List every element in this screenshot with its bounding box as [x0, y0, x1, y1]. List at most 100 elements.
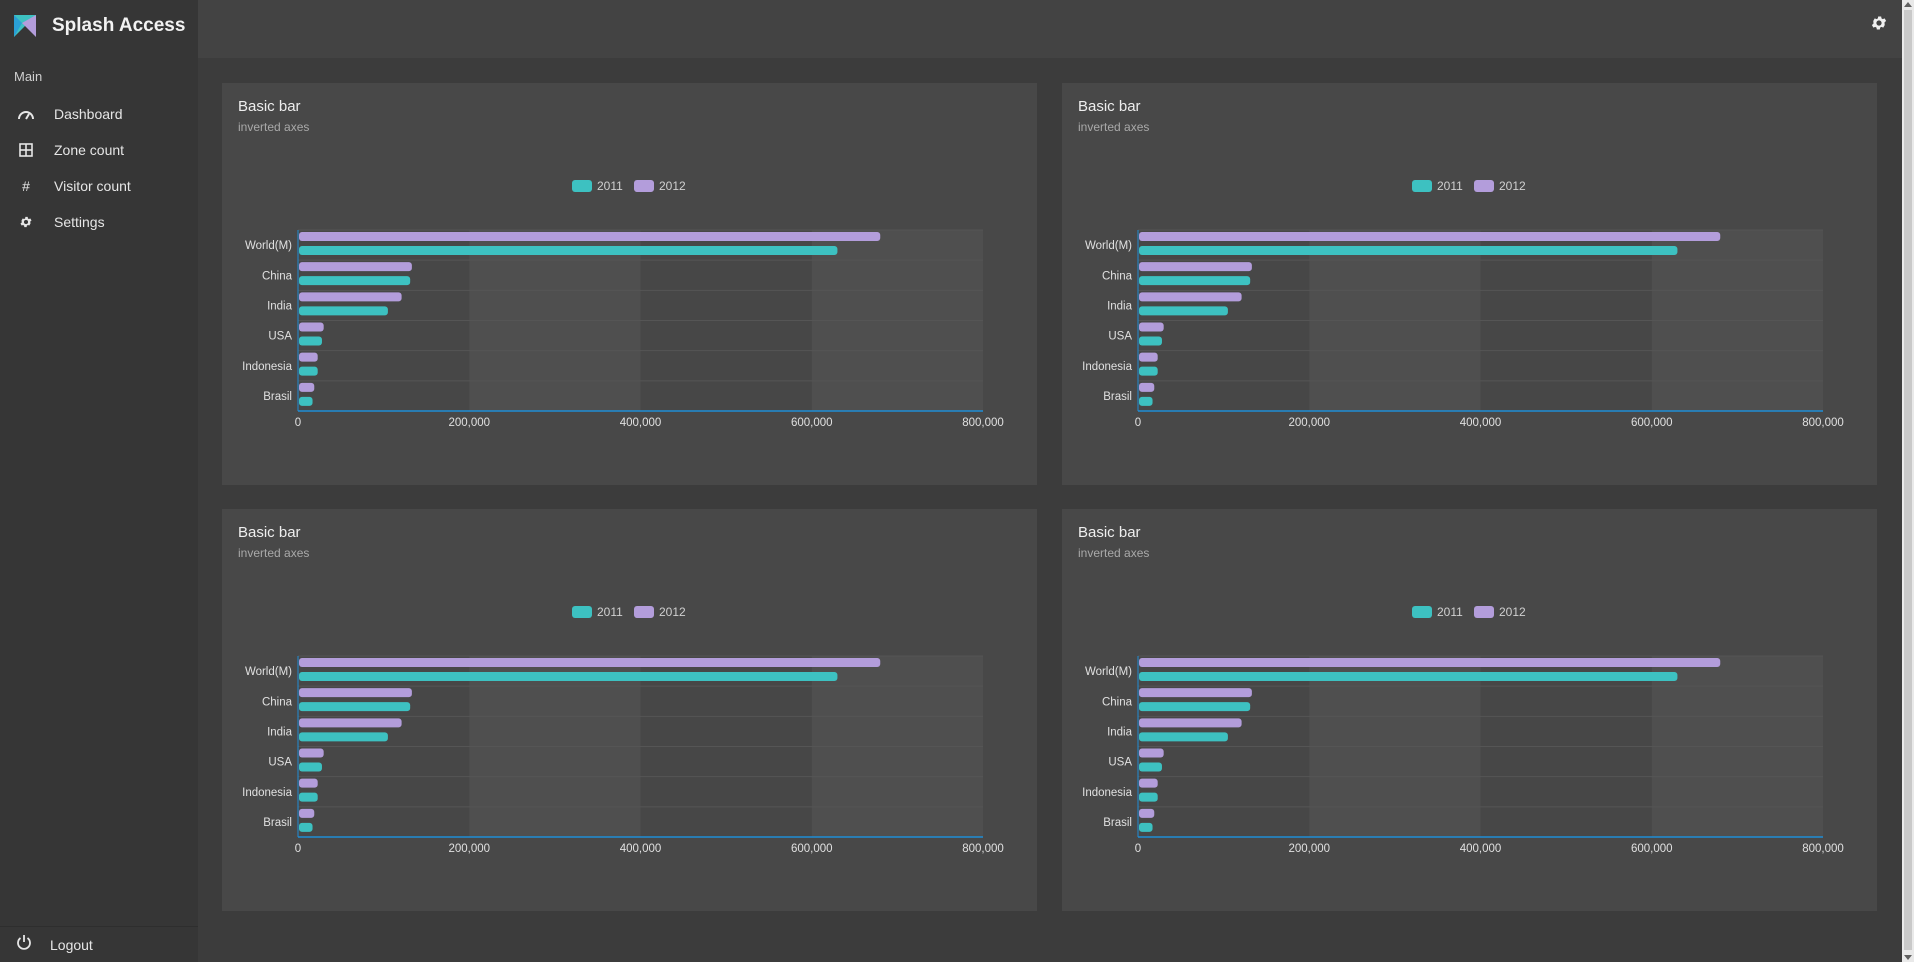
bar-2011-india [1139, 732, 1228, 742]
category-label: Brasil [263, 391, 292, 403]
x-tick-label: 0 [1135, 417, 1141, 429]
bar-2011-brasil [299, 822, 313, 832]
bar-2011-indonesia [1139, 366, 1158, 376]
gear-icon [16, 212, 36, 232]
legend-label-2012: 2012 [1499, 605, 1526, 619]
bar-2011-worldm [299, 672, 838, 681]
category-label: World(M) [245, 666, 292, 678]
bar-2012-indonesia [299, 778, 318, 788]
chart-subtitle: inverted axes [1078, 546, 1150, 560]
x-tick-label: 200,000 [1288, 843, 1330, 855]
legend-label-2011: 2011 [1437, 179, 1463, 193]
legend-swatch-2011 [572, 180, 592, 192]
bar-2011-indonesia [1139, 792, 1158, 802]
legend-swatch-2012 [1474, 606, 1494, 618]
vertical-scrollbar[interactable] [1902, 0, 1914, 962]
x-tick-label: 0 [295, 843, 301, 855]
x-tick-label: 800,000 [962, 843, 1004, 855]
bar-2011-india [1139, 306, 1228, 316]
bar-2012-indonesia [1139, 352, 1158, 362]
sidebar-item-settings[interactable]: Settings [0, 204, 198, 240]
dashboard-gauge-icon [16, 104, 36, 124]
bar-2011-china [299, 276, 411, 286]
legend-swatch-2012 [634, 606, 654, 618]
hash-icon: # [22, 178, 30, 194]
topbar [198, 0, 1902, 58]
chart-panel: Basic bar inverted axes World(M) China Ind… [1062, 509, 1877, 911]
bar-chart: World(M) China India USA Indonesia Brasil 0 200… [1082, 605, 1844, 855]
sidebar-item-zone-count[interactable]: Zone count [0, 132, 198, 168]
category-label: World(M) [1085, 666, 1132, 678]
bar-2012-india [299, 718, 402, 728]
x-tick-label: 400,000 [620, 417, 662, 429]
sidebar-item-label: Settings [54, 214, 105, 230]
bar-2012-indonesia [1139, 778, 1158, 788]
bar-2012-worldm [299, 232, 881, 241]
bar-2011-usa [299, 762, 322, 772]
bar-2011-china [1139, 702, 1251, 712]
category-label: China [1102, 696, 1133, 708]
category-label: Indonesia [1082, 361, 1132, 373]
bar-2011-china [1139, 276, 1251, 286]
x-tick-label: 800,000 [1802, 417, 1844, 429]
x-tick-label: 800,000 [962, 417, 1004, 429]
x-tick-label: 400,000 [1460, 417, 1502, 429]
bar-2012-india [1139, 292, 1242, 302]
sidebar-nav: Dashboard Zone count # Visitor count Set… [0, 96, 198, 240]
category-label: India [267, 726, 293, 738]
bar-2011-brasil [1139, 396, 1153, 406]
category-label: USA [268, 331, 292, 343]
bar-chart: World(M) China India USA Indonesia Brasil 0 200… [1082, 179, 1844, 429]
scrollbar-thumb[interactable] [1904, 10, 1912, 950]
bar-2011-china [299, 702, 411, 712]
x-tick-label: 800,000 [1802, 843, 1844, 855]
category-label: India [1107, 726, 1133, 738]
category-label: China [262, 696, 293, 708]
bar-2012-usa [1139, 748, 1164, 758]
chart-panel: Basic bar inverted axes World(M) China Ind… [222, 509, 1037, 911]
x-tick-label: 600,000 [791, 843, 833, 855]
category-label: Indonesia [242, 787, 292, 799]
chart-subtitle: inverted axes [238, 546, 310, 560]
category-label: Brasil [263, 817, 292, 829]
legend-label-2011: 2011 [597, 179, 623, 193]
legend-label-2012: 2012 [659, 179, 686, 193]
x-tick-label: 400,000 [1460, 843, 1502, 855]
x-tick-label: 200,000 [448, 417, 490, 429]
x-tick-label: 600,000 [1631, 843, 1673, 855]
category-label: Brasil [1103, 391, 1132, 403]
bar-2012-brasil [299, 808, 315, 818]
gear-icon[interactable] [1870, 14, 1888, 32]
logout-button[interactable]: Logout [0, 926, 198, 962]
legend-label-2012: 2012 [659, 605, 686, 619]
scroll-down-arrow-icon[interactable] [1904, 955, 1912, 960]
x-tick-label: 0 [295, 417, 301, 429]
bar-2011-worldm [299, 246, 838, 255]
nav-section-label: Main [14, 69, 43, 84]
category-label: India [267, 300, 293, 312]
sidebar-item-label: Dashboard [54, 106, 123, 122]
chart-subtitle: inverted axes [1078, 120, 1150, 134]
brand[interactable]: Splash Access [14, 14, 185, 38]
legend-swatch-2011 [1412, 180, 1432, 192]
legend-swatch-2011 [572, 606, 592, 618]
legend-label-2011: 2011 [1437, 605, 1463, 619]
bar-2011-indonesia [299, 366, 318, 376]
sidebar-item-visitor-count[interactable]: # Visitor count [0, 168, 198, 204]
sidebar-item-dashboard[interactable]: Dashboard [0, 96, 198, 132]
scroll-up-arrow-icon[interactable] [1904, 2, 1912, 7]
bar-2012-usa [1139, 322, 1164, 332]
bar-2011-india [299, 732, 388, 742]
category-label: USA [268, 757, 292, 769]
bar-2012-usa [299, 322, 324, 332]
bar-2012-usa [299, 748, 324, 758]
category-label: Indonesia [1082, 787, 1132, 799]
power-icon [16, 934, 32, 955]
bar-2012-brasil [299, 382, 315, 392]
category-label: World(M) [245, 240, 292, 252]
x-tick-label: 600,000 [791, 417, 833, 429]
bar-2012-worldm [1139, 232, 1721, 241]
bar-chart: World(M) China India USA Indonesia Brasil 0 200… [242, 605, 1004, 855]
bar-2012-china [299, 688, 412, 698]
bar-2012-china [1139, 262, 1252, 272]
